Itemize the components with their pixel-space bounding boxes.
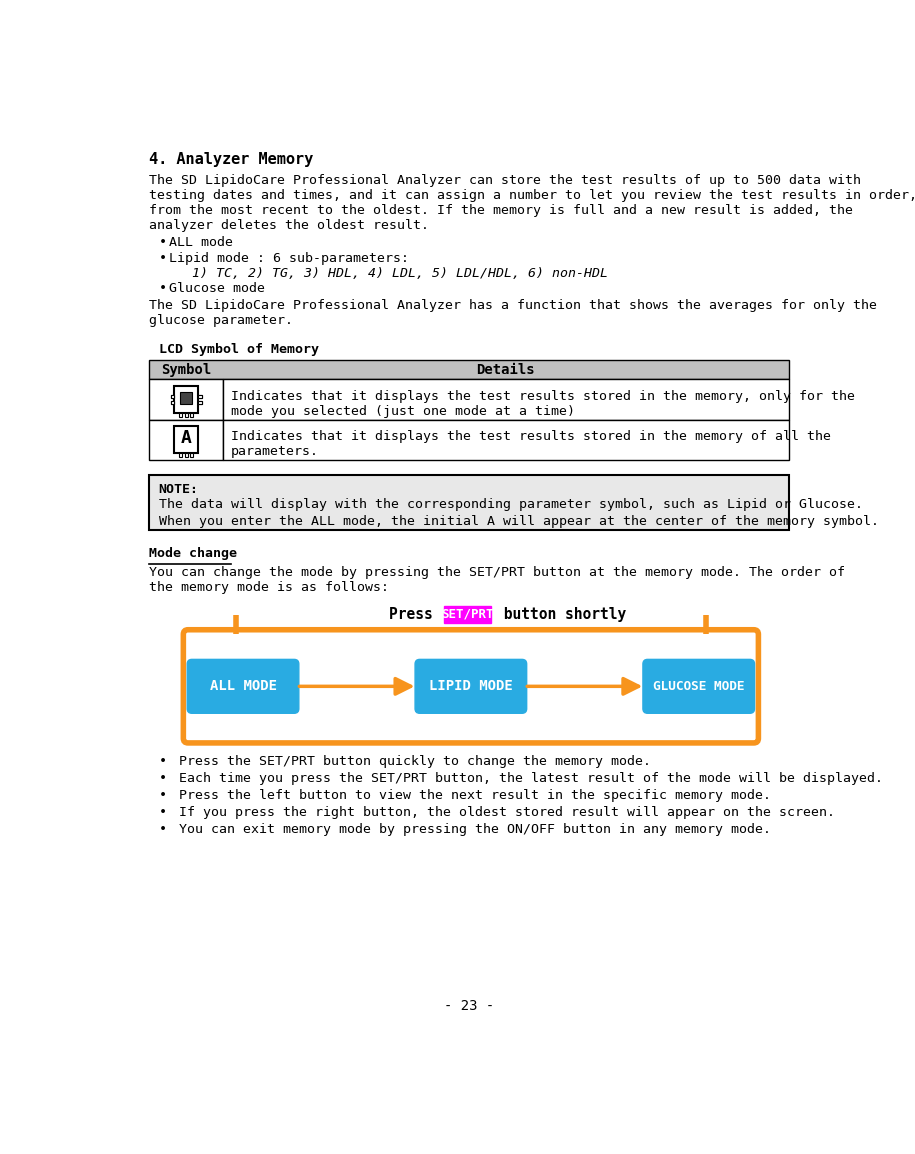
Text: 4. Analyzer Memory: 4. Analyzer Memory <box>149 152 314 167</box>
Text: from the most recent to the oldest. If the memory is full and a new result is ad: from the most recent to the oldest. If t… <box>149 204 854 217</box>
Text: LIPID MODE: LIPID MODE <box>429 680 512 694</box>
Bar <box>179 413 182 417</box>
Text: •: • <box>158 789 167 802</box>
Text: parameters.: parameters. <box>231 445 318 458</box>
Text: You can change the mode by pressing the SET/PRT button at the memory mode. The o: You can change the mode by pressing the … <box>149 565 845 579</box>
Bar <box>223 420 789 459</box>
Text: glucose parameter.: glucose parameter. <box>149 314 293 328</box>
Bar <box>190 413 193 417</box>
Text: LCD Symbol of Memory: LCD Symbol of Memory <box>158 343 318 357</box>
Text: NOTE:: NOTE: <box>158 482 199 496</box>
Bar <box>149 360 789 380</box>
Bar <box>170 395 175 398</box>
Text: •: • <box>158 252 167 264</box>
Bar <box>198 402 201 404</box>
Text: - 23 -: - 23 - <box>444 999 494 1013</box>
Text: mode you selected (just one mode at a time): mode you selected (just one mode at a ti… <box>231 405 575 418</box>
Text: The SD LipidoCare Professional Analyzer has a function that shows the averages f: The SD LipidoCare Professional Analyzer … <box>149 299 877 313</box>
FancyBboxPatch shape <box>415 659 527 713</box>
Text: Indicates that it displays the test results stored in the memory, only for the: Indicates that it displays the test resu… <box>231 390 855 403</box>
Text: •: • <box>158 755 167 769</box>
Text: You can exit memory mode by pressing the ON/OFF button in any memory mode.: You can exit memory mode by pressing the… <box>178 823 770 835</box>
Text: The data will display with the corresponding parameter symbol, such as Lipid or : The data will display with the correspon… <box>158 499 863 511</box>
Text: button shortly: button shortly <box>494 607 626 622</box>
Text: Mode change: Mode change <box>149 547 237 561</box>
FancyBboxPatch shape <box>183 630 759 743</box>
Bar <box>223 380 789 420</box>
Text: •: • <box>158 772 167 785</box>
Text: the memory mode is as follows:: the memory mode is as follows: <box>149 580 389 594</box>
Text: Symbol: Symbol <box>161 362 211 377</box>
Bar <box>198 395 201 398</box>
Text: Press: Press <box>389 607 442 622</box>
Bar <box>149 475 789 531</box>
Text: 1) TC, 2) TG, 3) HDL, 4) LDL, 5) LDL/HDL, 6) non-HDL: 1) TC, 2) TG, 3) HDL, 4) LDL, 5) LDL/HDL… <box>192 267 608 280</box>
Text: •: • <box>158 807 167 819</box>
Text: Press the left button to view the next result in the specific memory mode.: Press the left button to view the next r… <box>178 789 770 802</box>
Text: Glucose mode: Glucose mode <box>168 283 264 295</box>
Bar <box>198 402 201 404</box>
Text: A: A <box>180 429 191 447</box>
Bar <box>185 454 188 457</box>
Text: analyzer deletes the oldest result.: analyzer deletes the oldest result. <box>149 219 429 232</box>
Bar <box>198 395 201 398</box>
Bar <box>185 413 188 417</box>
Bar <box>175 426 198 454</box>
Text: Lipid mode : 6 sub-parameters:: Lipid mode : 6 sub-parameters: <box>168 252 409 264</box>
Text: ALL mode: ALL mode <box>168 237 232 249</box>
Bar <box>180 392 192 404</box>
Text: •: • <box>158 237 167 249</box>
Bar <box>149 420 223 459</box>
Bar <box>170 402 175 404</box>
Bar <box>175 387 198 413</box>
Text: SET/PRT: SET/PRT <box>441 608 493 621</box>
FancyBboxPatch shape <box>643 659 755 713</box>
Text: Details: Details <box>477 362 535 377</box>
Text: When you enter the ALL mode, the initial A will appear at the center of the memo: When you enter the ALL mode, the initial… <box>158 515 878 529</box>
Text: •: • <box>158 823 167 835</box>
Bar <box>190 454 193 457</box>
Bar <box>149 380 223 420</box>
Bar <box>444 606 490 623</box>
Bar <box>170 395 175 398</box>
Text: GLUCOSE MODE: GLUCOSE MODE <box>653 680 745 692</box>
Text: ALL MODE: ALL MODE <box>210 680 276 694</box>
FancyBboxPatch shape <box>188 659 299 713</box>
Bar <box>179 454 182 457</box>
Bar <box>170 402 175 404</box>
Text: •: • <box>158 283 167 295</box>
Text: Each time you press the SET/PRT button, the latest result of the mode will be di: Each time you press the SET/PRT button, … <box>178 772 883 785</box>
Text: The SD LipidoCare Professional Analyzer can store the test results of up to 500 : The SD LipidoCare Professional Analyzer … <box>149 174 861 187</box>
Text: testing dates and times, and it can assign a number to let you review the test r: testing dates and times, and it can assi… <box>149 189 915 202</box>
Text: Indicates that it displays the test results stored in the memory of all the: Indicates that it displays the test resu… <box>231 430 831 443</box>
Text: Press the SET/PRT button quickly to change the memory mode.: Press the SET/PRT button quickly to chan… <box>178 755 651 769</box>
Text: If you press the right button, the oldest stored result will appear on the scree: If you press the right button, the oldes… <box>178 807 834 819</box>
